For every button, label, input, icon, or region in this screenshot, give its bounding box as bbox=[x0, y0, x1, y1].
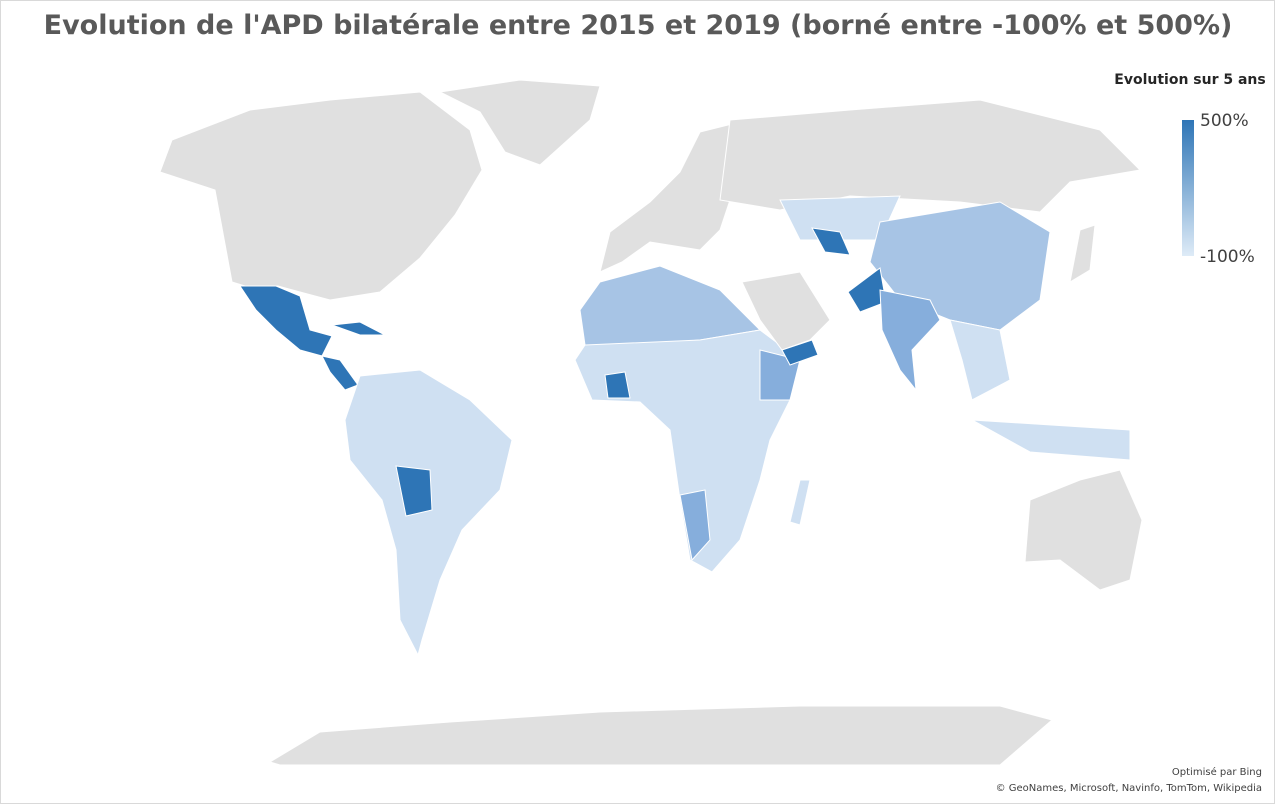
uzbekistan bbox=[811, 227, 851, 256]
antarctica bbox=[268, 705, 1054, 766]
legend-min-label: -100% bbox=[1200, 247, 1255, 267]
mexico bbox=[239, 285, 333, 357]
southeast-asia bbox=[949, 319, 1011, 401]
cote-divoire bbox=[604, 371, 631, 399]
south-america bbox=[344, 369, 513, 657]
madagascar bbox=[789, 479, 811, 526]
middle-east bbox=[741, 271, 831, 351]
india bbox=[879, 289, 941, 392]
australia bbox=[1024, 469, 1143, 591]
central-america bbox=[321, 355, 359, 391]
yemen bbox=[781, 339, 819, 366]
cuba bbox=[331, 321, 386, 336]
legend-title: Evolution sur 5 ans bbox=[1114, 72, 1265, 88]
bolivia bbox=[395, 465, 433, 517]
north-america bbox=[159, 91, 483, 301]
indonesia bbox=[971, 419, 1131, 461]
legend-gradient bbox=[1182, 120, 1194, 256]
sources: © GeoNames, Microsoft, Navinfo, TomTom, … bbox=[996, 783, 1262, 794]
credit: Optimisé par Bing bbox=[1172, 766, 1262, 778]
greenland bbox=[438, 79, 601, 166]
japan bbox=[1069, 224, 1096, 284]
legend-max-label: 500% bbox=[1200, 111, 1249, 131]
map-title: Evolution de l'APD bilatérale entre 2015… bbox=[44, 10, 1233, 41]
world-map bbox=[159, 79, 1143, 766]
namibia bbox=[679, 489, 711, 562]
